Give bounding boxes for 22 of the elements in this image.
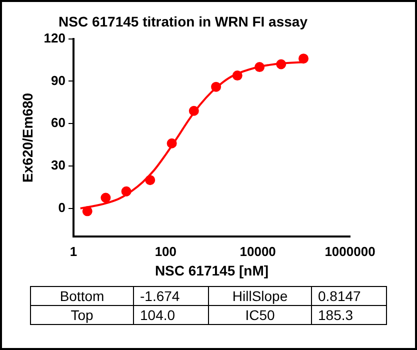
text: 185.3 xyxy=(312,306,386,324)
y-tick-label: 0 xyxy=(58,200,66,215)
text: HillSlope xyxy=(208,286,312,306)
chart-title: NSC 617145 titration in WRN FI assay xyxy=(58,13,308,30)
x-axis-title: NSC 617145 [nM] xyxy=(154,262,269,278)
text: 0.8147 xyxy=(312,286,386,306)
text: Bottom xyxy=(30,286,134,306)
text: IC50 xyxy=(208,306,312,324)
x-tick-label: 100 xyxy=(154,244,177,259)
text: -1.674 xyxy=(134,286,208,306)
x-tick-label: 10000 xyxy=(240,244,276,259)
x-tick-label: 1000000 xyxy=(324,244,376,259)
y-tick-label: 90 xyxy=(51,72,66,88)
y-tick-label: 30 xyxy=(51,158,66,173)
text: 104.0 xyxy=(134,306,208,324)
y-tick-label: 120 xyxy=(44,30,66,46)
point xyxy=(298,54,309,64)
y-tick-label: 60 xyxy=(51,115,66,130)
y-axis-title: Ex620/Em680 xyxy=(19,92,36,182)
x-tick-label: 1 xyxy=(70,244,78,259)
text: Top xyxy=(30,306,134,324)
point xyxy=(100,192,111,203)
